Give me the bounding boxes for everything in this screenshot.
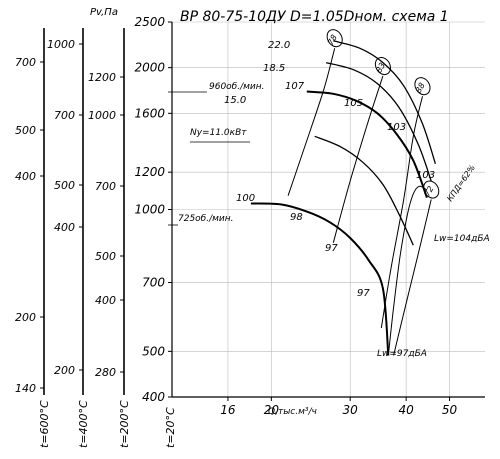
x-axis-label: Q,тыс.м³/ч [268, 407, 317, 417]
pressure-curve-2 [333, 40, 437, 164]
side-scale-tick-label-2-0: 1200 [88, 71, 116, 84]
side-scale-label-3: t=20°C [164, 407, 177, 448]
point-label-103a: 103 [387, 122, 406, 133]
side-scale-tick-label-0-4: 140 [15, 382, 36, 395]
x-tick-label-16: 16 [220, 403, 236, 417]
chart-title: ВР 80-75-10ДУ D=1.05Dном. схема 1 [180, 9, 449, 25]
side-scale-label-0: t=600°C [38, 400, 51, 448]
x-tick-label-20: 20 [264, 403, 280, 417]
efficiency-marker-83 [374, 56, 391, 76]
efficiency-legend: КПД=62% [445, 163, 477, 203]
efficiency-marker-72 [423, 180, 440, 199]
efficiency-marker-label-72: 72 [423, 185, 436, 198]
pressure-curve-3 [325, 61, 432, 182]
side-scale-tick-label-1-3: 400 [54, 221, 75, 234]
x-tick-label-40: 40 [399, 403, 415, 417]
efficiency-curve-83 [332, 75, 384, 243]
side-scale-tick-label-2-4: 400 [95, 294, 116, 307]
noise-label-104: Lw=104дБА [434, 234, 490, 244]
efficiency-marker-88 [414, 77, 431, 96]
y-tick-label-500: 500 [142, 344, 165, 358]
x-tick-label-30: 30 [343, 403, 359, 417]
pressure-curve-4 [314, 135, 414, 246]
power-label-22: 22.0 [268, 40, 290, 51]
y-tick-label-2500: 2500 [134, 15, 165, 29]
side-scale-tick-label-0-1: 500 [15, 124, 36, 137]
y-tick-label-700: 700 [142, 275, 165, 289]
pressure-curve-0 [306, 90, 428, 198]
side-scale-tick-label-2-2: 700 [95, 180, 116, 193]
boundary-curve-0 [387, 185, 428, 356]
efficiency-marker-label-78: 78 [326, 33, 339, 46]
y-tick-label-1600: 1600 [134, 106, 165, 120]
side-scale-tick-label-0-3: 200 [15, 311, 36, 324]
point-label-97a: 97 [325, 243, 338, 254]
side-scale-tick-label-2-1: 1000 [88, 109, 116, 122]
efficiency-curve-72 [393, 199, 432, 356]
power-label-15: 15.0 [224, 95, 246, 106]
side-scale-tick-label-0-0: 700 [15, 56, 36, 69]
point-label-103b: 103 [416, 170, 435, 181]
point-label-97b: 97 [357, 288, 370, 299]
side-scale-label-1: t=400°C [77, 400, 90, 448]
curves: 78 83 88 72 [250, 29, 440, 356]
speed-label-960: 960об./мин. [209, 82, 265, 92]
efficiency-curve-78 [287, 48, 336, 196]
power-label-11: Ny=11.0кВт [190, 128, 247, 138]
y-axis-label: Pv,Па [90, 7, 118, 18]
side-scale-tick-label-1-0: 1000 [47, 38, 75, 51]
y-tick-label-400: 400 [142, 390, 165, 404]
side-scale-tick-label-1-2: 500 [54, 179, 75, 192]
efficiency-marker-label-83: 83 [374, 61, 387, 74]
y-tick-label-2000: 2000 [134, 61, 165, 75]
y-tick-label-1200: 1200 [134, 165, 165, 179]
power-label-18-5: 18.5 [263, 63, 285, 74]
point-label-105: 105 [344, 98, 363, 109]
point-label-107: 107 [285, 81, 305, 92]
side-scale-tick-label-1-4: 200 [54, 364, 75, 377]
efficiency-curve-88 [380, 96, 423, 329]
speed-label-725: 725об./мин. [178, 214, 234, 224]
side-scale-tick-label-2-3: 500 [95, 250, 116, 263]
efficiency-marker-78 [326, 29, 343, 48]
x-tick-label-50: 50 [442, 403, 458, 417]
point-label-98: 98 [290, 212, 303, 223]
grid-lines [172, 21, 485, 398]
annotations [168, 91, 250, 226]
axes: 16 20 30 40 50 400 500 700 1000 1200 1600 2000 2500 [134, 15, 485, 417]
efficiency-marker-label-88: 88 [414, 81, 427, 94]
y-tick-label-1000: 1000 [134, 203, 165, 217]
point-label-100: 100 [236, 193, 255, 204]
side-scale-tick-label-2-5: 280 [95, 366, 116, 379]
pressure-curve-1 [250, 202, 390, 356]
side-scale-label-2: t=200°C [118, 400, 131, 448]
side-scale-tick-label-1-1: 700 [54, 109, 75, 122]
side-scale-tick-label-0-2: 400 [15, 170, 36, 183]
noise-label-97: Lw=97дБА [377, 349, 427, 359]
